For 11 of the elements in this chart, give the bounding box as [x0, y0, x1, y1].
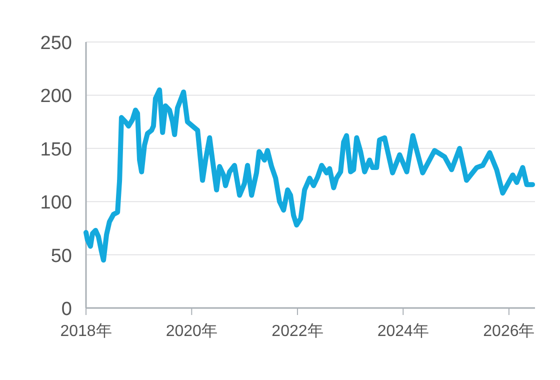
x-tick-label: 2018年: [60, 323, 112, 340]
x-tick-label: 2026年: [483, 323, 535, 340]
y-tick-label: 200: [40, 86, 72, 108]
y-tick-label: 100: [40, 192, 72, 214]
x-tick-label: 2022年: [272, 323, 324, 340]
y-tick-label: 150: [40, 139, 72, 160]
x-tick-label: 2024年: [377, 323, 429, 340]
x-tick-label: 2020年: [166, 323, 218, 340]
y-tick-label: 0: [61, 299, 72, 320]
y-tick-label: 250: [40, 33, 72, 54]
y-tick-label: 50: [50, 246, 72, 267]
